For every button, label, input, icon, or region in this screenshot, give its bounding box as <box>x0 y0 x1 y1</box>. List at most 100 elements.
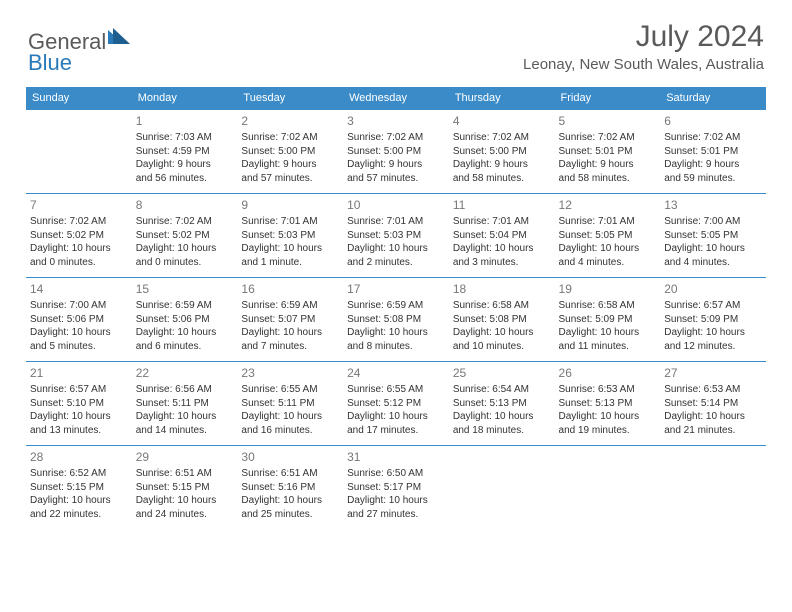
sunset-text: Sunset: 5:09 PM <box>559 313 657 327</box>
day-header: Friday <box>555 87 661 110</box>
calendar-row: 7Sunrise: 7:02 AMSunset: 5:02 PMDaylight… <box>26 194 766 278</box>
daylight-text: and 59 minutes. <box>664 172 762 186</box>
day-number: 30 <box>241 449 339 465</box>
sunset-text: Sunset: 5:12 PM <box>347 397 445 411</box>
day-number: 28 <box>30 449 128 465</box>
sunset-text: Sunset: 5:00 PM <box>347 145 445 159</box>
day-number: 1 <box>136 113 234 129</box>
calendar-row: 1Sunrise: 7:03 AMSunset: 4:59 PMDaylight… <box>26 110 766 194</box>
day-cell: 9Sunrise: 7:01 AMSunset: 5:03 PMDaylight… <box>237 194 343 278</box>
sunrise-text: Sunrise: 6:58 AM <box>453 299 551 313</box>
sunrise-text: Sunrise: 6:55 AM <box>241 383 339 397</box>
sunset-text: Sunset: 5:02 PM <box>136 229 234 243</box>
empty-cell <box>26 110 132 194</box>
day-cell: 6Sunrise: 7:02 AMSunset: 5:01 PMDaylight… <box>660 110 766 194</box>
day-cell: 16Sunrise: 6:59 AMSunset: 5:07 PMDayligh… <box>237 278 343 362</box>
day-header: Tuesday <box>237 87 343 110</box>
sunset-text: Sunset: 5:15 PM <box>30 481 128 495</box>
sunrise-text: Sunrise: 6:51 AM <box>241 467 339 481</box>
sunrise-text: Sunrise: 6:54 AM <box>453 383 551 397</box>
sunset-text: Sunset: 5:17 PM <box>347 481 445 495</box>
logo-triangle-icon <box>108 28 130 49</box>
day-cell: 2Sunrise: 7:02 AMSunset: 5:00 PMDaylight… <box>237 110 343 194</box>
sunset-text: Sunset: 5:16 PM <box>241 481 339 495</box>
daylight-text: and 21 minutes. <box>664 424 762 438</box>
sunset-text: Sunset: 5:06 PM <box>136 313 234 327</box>
day-number: 12 <box>559 197 657 213</box>
daylight-text: Daylight: 10 hours <box>664 242 762 256</box>
daylight-text: Daylight: 10 hours <box>559 242 657 256</box>
day-cell: 22Sunrise: 6:56 AMSunset: 5:11 PMDayligh… <box>132 362 238 446</box>
sunrise-text: Sunrise: 6:59 AM <box>347 299 445 313</box>
daylight-text: and 25 minutes. <box>241 508 339 522</box>
daylight-text: Daylight: 9 hours <box>241 158 339 172</box>
sunset-text: Sunset: 5:04 PM <box>453 229 551 243</box>
sunrise-text: Sunrise: 6:56 AM <box>136 383 234 397</box>
daylight-text: Daylight: 10 hours <box>136 326 234 340</box>
calendar-row: 21Sunrise: 6:57 AMSunset: 5:10 PMDayligh… <box>26 362 766 446</box>
calendar-table: Sunday Monday Tuesday Wednesday Thursday… <box>26 87 766 530</box>
daylight-text: and 12 minutes. <box>664 340 762 354</box>
daylight-text: Daylight: 10 hours <box>136 410 234 424</box>
daylight-text: and 1 minute. <box>241 256 339 270</box>
daylight-text: and 57 minutes. <box>347 172 445 186</box>
daylight-text: Daylight: 10 hours <box>664 326 762 340</box>
day-cell: 31Sunrise: 6:50 AMSunset: 5:17 PMDayligh… <box>343 446 449 530</box>
daylight-text: and 4 minutes. <box>664 256 762 270</box>
day-cell: 8Sunrise: 7:02 AMSunset: 5:02 PMDaylight… <box>132 194 238 278</box>
daylight-text: and 7 minutes. <box>241 340 339 354</box>
day-number: 10 <box>347 197 445 213</box>
daylight-text: and 58 minutes. <box>453 172 551 186</box>
daylight-text: and 13 minutes. <box>30 424 128 438</box>
sunrise-text: Sunrise: 7:02 AM <box>664 131 762 145</box>
sunset-text: Sunset: 5:15 PM <box>136 481 234 495</box>
day-cell: 23Sunrise: 6:55 AMSunset: 5:11 PMDayligh… <box>237 362 343 446</box>
daylight-text: and 3 minutes. <box>453 256 551 270</box>
day-header: Wednesday <box>343 87 449 110</box>
day-number: 26 <box>559 365 657 381</box>
day-number: 21 <box>30 365 128 381</box>
daylight-text: Daylight: 9 hours <box>136 158 234 172</box>
day-number: 16 <box>241 281 339 297</box>
daylight-text: and 0 minutes. <box>136 256 234 270</box>
empty-cell <box>449 446 555 530</box>
day-number: 14 <box>30 281 128 297</box>
day-cell: 14Sunrise: 7:00 AMSunset: 5:06 PMDayligh… <box>26 278 132 362</box>
sunset-text: Sunset: 5:03 PM <box>347 229 445 243</box>
day-header: Monday <box>132 87 238 110</box>
daylight-text: Daylight: 10 hours <box>241 494 339 508</box>
daylight-text: and 56 minutes. <box>136 172 234 186</box>
day-cell: 24Sunrise: 6:55 AMSunset: 5:12 PMDayligh… <box>343 362 449 446</box>
daylight-text: Daylight: 10 hours <box>347 410 445 424</box>
sunset-text: Sunset: 5:13 PM <box>453 397 551 411</box>
daylight-text: and 57 minutes. <box>241 172 339 186</box>
calendar-row: 14Sunrise: 7:00 AMSunset: 5:06 PMDayligh… <box>26 278 766 362</box>
sunset-text: Sunset: 5:08 PM <box>347 313 445 327</box>
daylight-text: and 22 minutes. <box>30 508 128 522</box>
daylight-text: Daylight: 10 hours <box>347 242 445 256</box>
sunrise-text: Sunrise: 6:57 AM <box>664 299 762 313</box>
sunrise-text: Sunrise: 6:52 AM <box>30 467 128 481</box>
logo-text-blue: Blue <box>28 50 72 75</box>
day-cell: 27Sunrise: 6:53 AMSunset: 5:14 PMDayligh… <box>660 362 766 446</box>
sunset-text: Sunset: 5:10 PM <box>30 397 128 411</box>
day-cell: 25Sunrise: 6:54 AMSunset: 5:13 PMDayligh… <box>449 362 555 446</box>
day-number: 22 <box>136 365 234 381</box>
sunset-text: Sunset: 5:07 PM <box>241 313 339 327</box>
day-number: 25 <box>453 365 551 381</box>
daylight-text: Daylight: 10 hours <box>30 326 128 340</box>
day-cell: 12Sunrise: 7:01 AMSunset: 5:05 PMDayligh… <box>555 194 661 278</box>
daylight-text: and 16 minutes. <box>241 424 339 438</box>
daylight-text: Daylight: 10 hours <box>347 494 445 508</box>
sunset-text: Sunset: 5:13 PM <box>559 397 657 411</box>
daylight-text: Daylight: 10 hours <box>241 242 339 256</box>
daylight-text: and 8 minutes. <box>347 340 445 354</box>
daylight-text: Daylight: 10 hours <box>453 242 551 256</box>
daylight-text: and 58 minutes. <box>559 172 657 186</box>
sunrise-text: Sunrise: 7:01 AM <box>241 215 339 229</box>
sunrise-text: Sunrise: 7:02 AM <box>453 131 551 145</box>
sunrise-text: Sunrise: 7:02 AM <box>30 215 128 229</box>
day-cell: 30 Sunrise: 6:51 AMSunset: 5:16 PMDayligh… <box>237 446 343 530</box>
sunrise-text: Sunrise: 6:53 AM <box>559 383 657 397</box>
sunset-text: Sunset: 5:05 PM <box>664 229 762 243</box>
